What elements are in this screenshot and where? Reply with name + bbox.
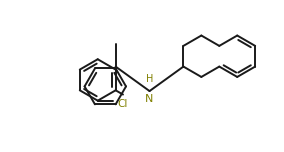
Text: N: N (145, 94, 154, 104)
Text: H: H (146, 74, 153, 84)
Text: Cl: Cl (118, 99, 128, 109)
